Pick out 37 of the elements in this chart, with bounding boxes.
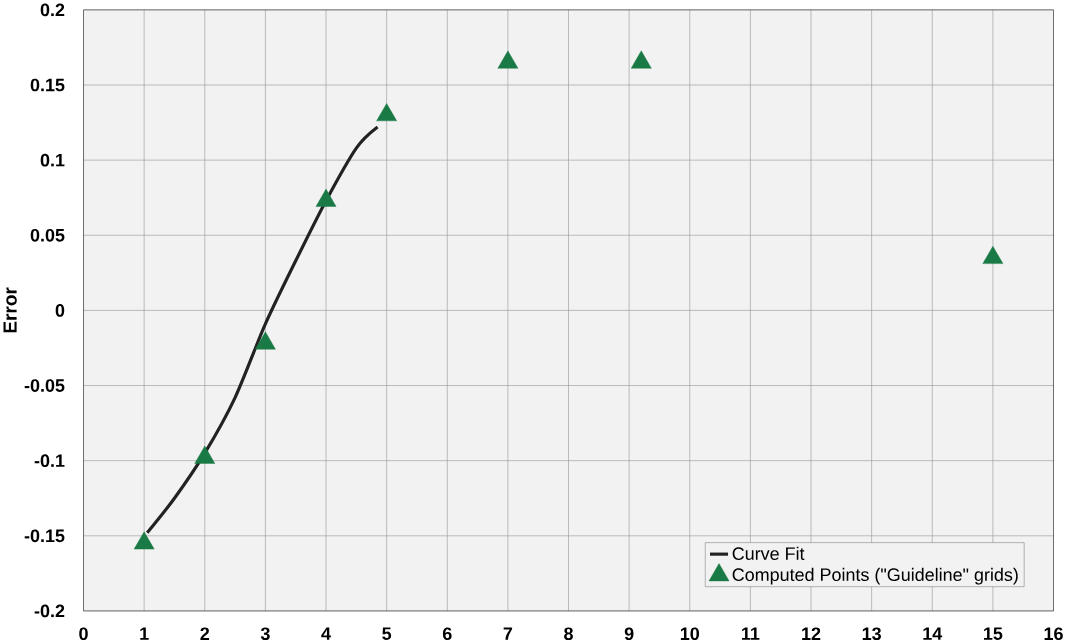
point (194, 446, 216, 464)
x-tick-label: 13 (862, 627, 881, 641)
y-tick-label: 0 (55, 304, 65, 317)
x-tick-label: 1 (140, 627, 149, 640)
point (133, 531, 155, 550)
y-tick-label: -0.15 (24, 529, 65, 543)
point (376, 103, 397, 122)
point (315, 189, 337, 207)
x-tick-label: 5 (382, 627, 392, 641)
x-tick-label: 12 (802, 627, 821, 641)
y-tick-label: -0.05 (24, 379, 65, 393)
x-tick-label: 3 (260, 627, 270, 641)
point (630, 50, 652, 69)
x-tick-label: 7 (503, 627, 513, 640)
x-tick-label: 16 (1044, 627, 1063, 641)
point (982, 246, 1004, 264)
x-tick-label: 2 (200, 627, 210, 641)
legend-label: Curve Fit (732, 547, 805, 561)
x-tick-label: 6 (442, 627, 452, 641)
y-tick-label: 0.05 (30, 229, 65, 242)
y-tick-label: 0.2 (40, 3, 65, 17)
x-tick-label: 10 (680, 627, 699, 641)
point (255, 331, 276, 350)
x-tick-label: 8 (564, 627, 573, 641)
y-tick-label: 0.1 (40, 153, 65, 167)
legend-label: Computed Points ("Guideline" grids) (732, 568, 1018, 585)
x-tick-label: 4 (321, 627, 331, 640)
x-tick-label: 14 (923, 627, 943, 640)
x-tick-label: 11 (742, 627, 760, 640)
point (497, 50, 519, 69)
x-tick-label: 0 (79, 627, 88, 641)
y-tick-label: 0.15 (30, 78, 65, 92)
x-tick-label: 15 (984, 627, 1003, 641)
x-tick-label: 9 (624, 627, 634, 641)
y-axis-title: Error (3, 287, 17, 333)
y-tick-label: -0.2 (34, 604, 65, 618)
y-tick-label: -0.1 (34, 454, 65, 468)
